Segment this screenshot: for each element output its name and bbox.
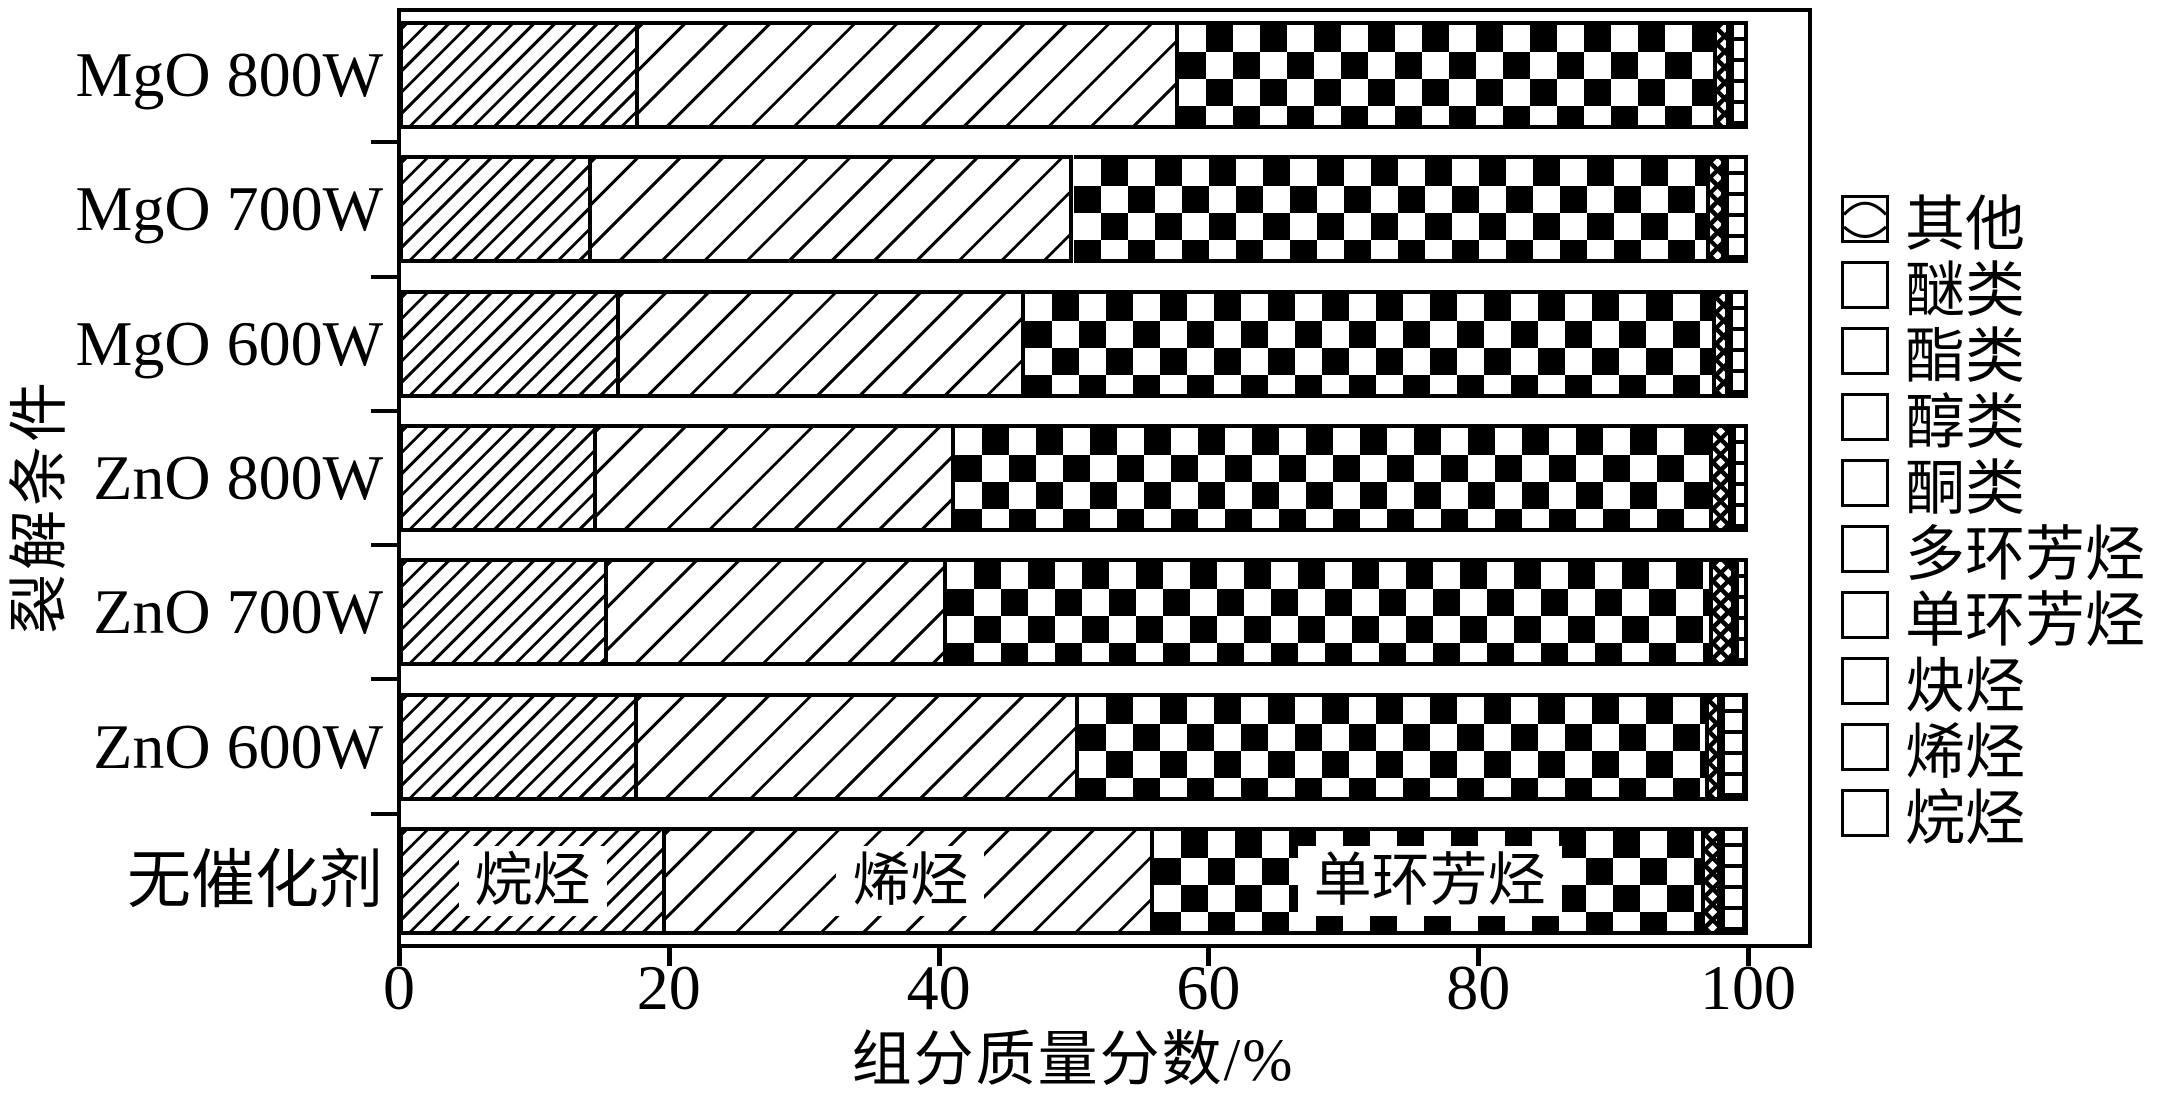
y-axis-minor-tick — [371, 274, 397, 279]
bar-segment — [1716, 21, 1731, 130]
legend-label: 多环芳烃 — [1905, 521, 2145, 588]
x-tick-label: 40 — [906, 952, 971, 1023]
bar-inner-label: 单环芳烃 — [1297, 845, 1562, 916]
legend-item: 烯烃 — [1841, 714, 2025, 786]
bar-segment — [1712, 558, 1735, 667]
x-axis-tick — [1206, 946, 1212, 966]
legend-label: 酯类 — [1905, 323, 2025, 390]
legend-label: 其他 — [1905, 191, 2025, 258]
bar-segment — [399, 21, 640, 130]
x-axis-tick — [936, 946, 942, 966]
bar-segment — [1178, 21, 1717, 130]
legend-item: 醇类 — [1841, 384, 2025, 456]
bar-segment — [608, 558, 947, 667]
legend-item: 单环芳烃 — [1841, 582, 2145, 654]
bar-segment — [639, 21, 1179, 130]
bar-segment — [1708, 692, 1722, 801]
bar-segment — [1725, 155, 1748, 264]
y-axis-minor-tick — [371, 677, 397, 682]
x-axis-tick — [1476, 946, 1482, 966]
legend-item: 其他 — [1841, 186, 2025, 258]
legend-label: 醚类 — [1905, 257, 2025, 324]
bar-segment — [954, 424, 1713, 532]
legend-swatch-mesh — [1841, 525, 1889, 573]
legend-label: 醇类 — [1905, 389, 2025, 456]
legend-swatch-wave — [1841, 195, 1889, 243]
legend-swatch-checker — [1841, 591, 1889, 639]
bar-segment — [399, 558, 609, 667]
legend-swatch-dots — [1841, 459, 1889, 507]
legend-label: 单环芳烃 — [1905, 587, 2145, 654]
bar-segment — [399, 424, 598, 532]
legend-item: 多环芳烃 — [1841, 516, 2145, 588]
x-axis-tick — [397, 946, 402, 966]
bar-segment — [1721, 826, 1748, 935]
legend-label: 烯烃 — [1905, 719, 2025, 786]
legend-item: 烷烃 — [1841, 780, 2025, 852]
y-category-label: MgO 600W — [75, 307, 383, 379]
x-tick-label: 20 — [636, 952, 701, 1023]
x-axis-tick — [1746, 946, 1751, 966]
legend-swatch-grid — [1841, 393, 1889, 441]
bar-segment — [1730, 21, 1748, 130]
legend-label: 炔烃 — [1905, 653, 2025, 720]
legend-swatch-diagcross — [1841, 327, 1889, 375]
y-category-label: MgO 800W — [75, 39, 383, 111]
x-tick-label: 80 — [1446, 952, 1511, 1023]
legend-label: 酮类 — [1905, 455, 2025, 522]
y-axis-minor-tick — [371, 543, 397, 548]
x-tick-label: 100 — [1700, 952, 1796, 1023]
legend-label: 烷烃 — [1905, 785, 2025, 852]
legend-item: 醚类 — [1841, 252, 2025, 324]
bar-segment — [399, 289, 621, 398]
bar-segment — [399, 826, 667, 935]
bar-segment — [597, 424, 955, 532]
bar-inner-label: 烷烃 — [458, 845, 607, 916]
bar-segment — [1073, 155, 1711, 264]
y-category-label: 无催化剂 — [127, 844, 383, 916]
bar-segment — [1715, 289, 1730, 398]
legend-item: 酯类 — [1841, 318, 2025, 390]
bar-segment — [1734, 558, 1748, 667]
legend-swatch-diag-sparse — [1841, 657, 1889, 705]
y-category-label: ZnO 700W — [93, 576, 383, 648]
legend-swatch-diag-back — [1841, 723, 1889, 771]
legend-swatch-diag-dense — [1841, 789, 1889, 837]
legend-swatch-dashes — [1841, 261, 1889, 309]
bar-segment — [946, 558, 1713, 667]
y-axis-minor-tick — [371, 408, 397, 413]
y-axis-minor-tick — [371, 811, 397, 816]
x-axis-tick — [666, 946, 672, 966]
bar-segment — [1731, 424, 1748, 532]
y-category-label: ZnO 800W — [93, 442, 383, 513]
y-axis-title: 裂解条件 — [7, 378, 73, 634]
bar-segment — [1721, 692, 1748, 801]
bar-segment — [1078, 692, 1709, 801]
bar-segment — [1729, 289, 1748, 398]
x-axis-title: 组分质量分数/% — [851, 1027, 1295, 1093]
bar-segment — [1704, 826, 1722, 935]
legend-item: 炔烃 — [1841, 648, 2025, 720]
bar-segment — [399, 692, 638, 801]
y-axis-minor-tick — [371, 140, 397, 145]
x-tick-label: 60 — [1176, 952, 1241, 1023]
bar-segment — [1710, 155, 1726, 264]
bar-segment — [591, 155, 1074, 264]
legend-item: 酮类 — [1841, 450, 2025, 522]
bar-segment — [1712, 424, 1732, 532]
bar-segment — [399, 155, 592, 264]
bar-segment — [1024, 289, 1716, 398]
bar-segment — [620, 289, 1025, 398]
y-category-label: MgO 700W — [75, 173, 383, 245]
bar-segment — [637, 692, 1079, 801]
bar-inner-label: 烯烃 — [836, 845, 985, 916]
y-category-label: ZnO 600W — [93, 710, 383, 782]
x-tick-label: 0 — [383, 952, 415, 1023]
